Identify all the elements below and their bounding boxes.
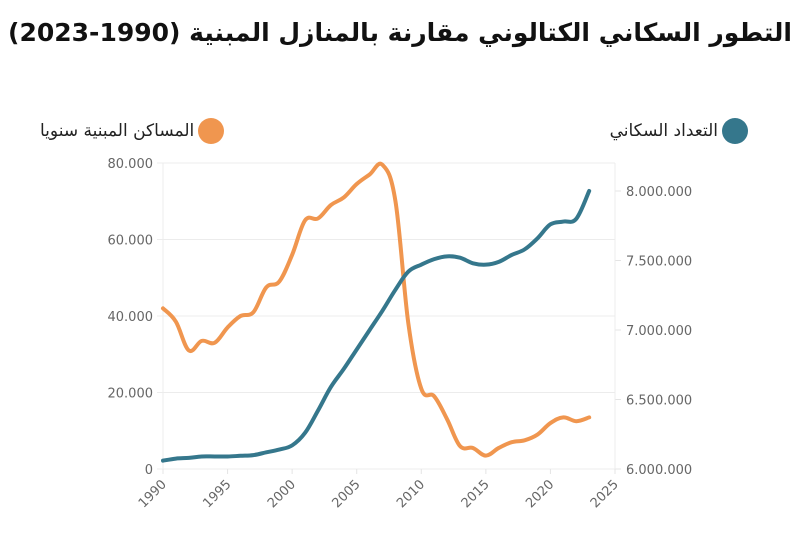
x-tick-label: 1995: [200, 477, 234, 511]
y-right-tick-label: 6.000.000: [626, 463, 692, 478]
chart-title: التطور السكاني الكتالوني مقارنة بالمنازل…: [8, 18, 792, 47]
housing-series-line: [161, 161, 592, 458]
legend-label-housing: المساكن المبنية سنويا: [40, 121, 195, 141]
legend-dot-housing-icon: [198, 118, 225, 144]
x-tick-label: 2020: [523, 477, 557, 511]
y-right-tick-label: 8.000.000: [626, 185, 692, 200]
y-right-tick-label: 6.500.000: [626, 394, 692, 409]
population-series-line: [161, 189, 592, 463]
y-left-tick-label: 20.000: [108, 387, 154, 402]
x-tick-label: 1990: [136, 477, 170, 511]
x-tick-label: 2005: [330, 477, 364, 511]
y-left-tick-label: 80.000: [108, 157, 154, 172]
y-left-tick-label: 40.000: [108, 310, 154, 325]
x-tick-label: 2015: [459, 477, 493, 511]
y-right-tick-label: 7.500.000: [626, 255, 692, 270]
y-left-tick-label: 60.000: [108, 234, 154, 249]
legend-item-population: التعداد السكاني: [610, 118, 748, 144]
x-tick-label: 2025: [588, 477, 622, 511]
y-right-tick-label: 7.000.000: [626, 324, 692, 339]
legend-dot-population-icon: [722, 118, 748, 144]
legend-label-population: التعداد السكاني: [609, 121, 718, 141]
y-left-tick-label: 0: [145, 463, 153, 478]
x-tick-label: 2010: [394, 477, 428, 511]
x-tick-label: 2000: [265, 477, 299, 511]
legend-item-housing: المساكن المبنية سنويا: [40, 118, 225, 144]
